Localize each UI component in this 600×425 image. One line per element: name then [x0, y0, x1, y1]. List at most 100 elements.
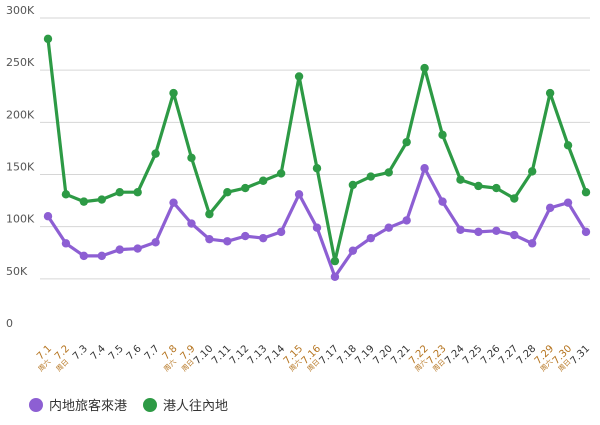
y-tick-label: 300K — [6, 4, 35, 17]
data-point — [510, 194, 519, 203]
y-tick-label: 250K — [6, 56, 35, 69]
data-point — [474, 227, 483, 237]
data-point — [61, 190, 71, 199]
data-point — [581, 188, 591, 197]
y-tick-label: 50K — [6, 265, 28, 278]
data-point — [510, 230, 519, 240]
data-point — [402, 137, 411, 147]
data-point — [456, 175, 465, 184]
weekday-label: 周六 — [162, 357, 178, 373]
data-point — [97, 195, 107, 204]
y-axis: 0 50K 100K 150K 200K 250K 300K — [6, 4, 35, 330]
x-tick-label: 7.3 — [71, 343, 90, 362]
data-point — [528, 239, 537, 248]
legend-marker — [143, 398, 157, 412]
x-tick-label: 7.12 — [228, 343, 252, 367]
data-point — [581, 227, 591, 237]
data-point — [420, 164, 429, 173]
x-tick-label: 7.17 — [318, 343, 342, 367]
data-point — [420, 63, 429, 73]
data-point — [492, 226, 501, 236]
data-point — [294, 190, 304, 199]
data-points — [43, 34, 591, 281]
x-tick-label: 7.11 — [210, 343, 234, 367]
data-point — [438, 197, 447, 206]
data-point — [169, 198, 178, 207]
data-point — [241, 183, 250, 193]
data-point — [438, 130, 447, 140]
data-point — [492, 183, 501, 193]
data-point — [330, 256, 340, 266]
x-tick-label: 7.19 — [353, 343, 377, 367]
data-point — [61, 239, 71, 248]
data-point — [151, 238, 160, 247]
data-point — [366, 172, 375, 181]
legend-label: 内地旅客來港 — [49, 398, 127, 414]
data-point — [79, 197, 89, 206]
x-tick-label: 7.31 — [569, 343, 593, 367]
x-tick-label: 7.20 — [371, 343, 395, 367]
x-tick-label: 7.24 — [443, 343, 467, 367]
x-tick-label: 7.7 — [143, 343, 162, 362]
data-point — [384, 168, 393, 177]
y-tick-label: 150K — [6, 161, 35, 174]
x-tick-label: 7.6 — [125, 343, 144, 362]
y-tick-label: 200K — [6, 108, 35, 121]
x-tick-label: 7.28 — [515, 343, 539, 367]
data-point — [205, 234, 214, 244]
x-tick-label: 7.26 — [479, 343, 503, 367]
data-point — [348, 180, 358, 190]
y-tick-label: 100K — [6, 213, 35, 226]
weekday-label: 周六 — [36, 357, 52, 373]
x-tick-label: 7.21 — [389, 343, 413, 367]
data-point — [402, 216, 411, 225]
data-point — [79, 251, 89, 261]
x-tick-label: 7.13 — [246, 343, 270, 367]
data-point — [151, 149, 160, 158]
series-lines — [46, 38, 588, 279]
data-point — [563, 141, 573, 150]
data-point — [312, 164, 322, 173]
data-point — [384, 223, 393, 232]
data-point — [241, 231, 250, 241]
legend: 内地旅客來港 港人往內地 — [29, 398, 228, 414]
x-tick-label: 7.27 — [497, 343, 521, 367]
data-point — [276, 227, 286, 237]
data-point — [312, 223, 322, 232]
data-point — [330, 272, 340, 281]
data-point — [223, 188, 232, 197]
x-tick-label: 7.5 — [107, 343, 126, 362]
data-point — [115, 245, 124, 254]
data-point — [169, 88, 178, 98]
data-point — [133, 244, 142, 253]
legend-label: 港人往內地 — [163, 399, 228, 414]
data-point — [563, 198, 573, 207]
data-point — [223, 237, 232, 246]
x-tick-label: 7.14 — [264, 343, 288, 367]
data-point — [115, 188, 124, 197]
data-point — [528, 167, 537, 176]
series-line-1 — [46, 166, 588, 279]
data-point — [456, 225, 465, 234]
data-point — [205, 209, 214, 219]
y-tick-label: 0 — [6, 317, 13, 330]
x-tick-label: 7.10 — [192, 343, 216, 367]
data-point — [43, 34, 53, 44]
grid-lines — [40, 17, 590, 280]
data-point — [97, 251, 107, 261]
data-point — [259, 176, 268, 185]
data-point — [43, 212, 53, 221]
data-point — [474, 181, 483, 191]
x-axis: 7.1周六7.2周日7.37.47.57.67.77.8周六7.9周日7.107… — [35, 343, 592, 373]
data-point — [276, 169, 286, 178]
x-tick-label: 7.25 — [461, 343, 485, 367]
data-point — [348, 246, 358, 255]
data-point — [187, 219, 196, 228]
x-tick-label: 7.4 — [89, 343, 108, 362]
data-point — [366, 233, 375, 243]
data-point — [545, 203, 555, 213]
data-point — [133, 188, 142, 197]
data-point — [259, 233, 268, 243]
legend-marker — [29, 398, 43, 412]
